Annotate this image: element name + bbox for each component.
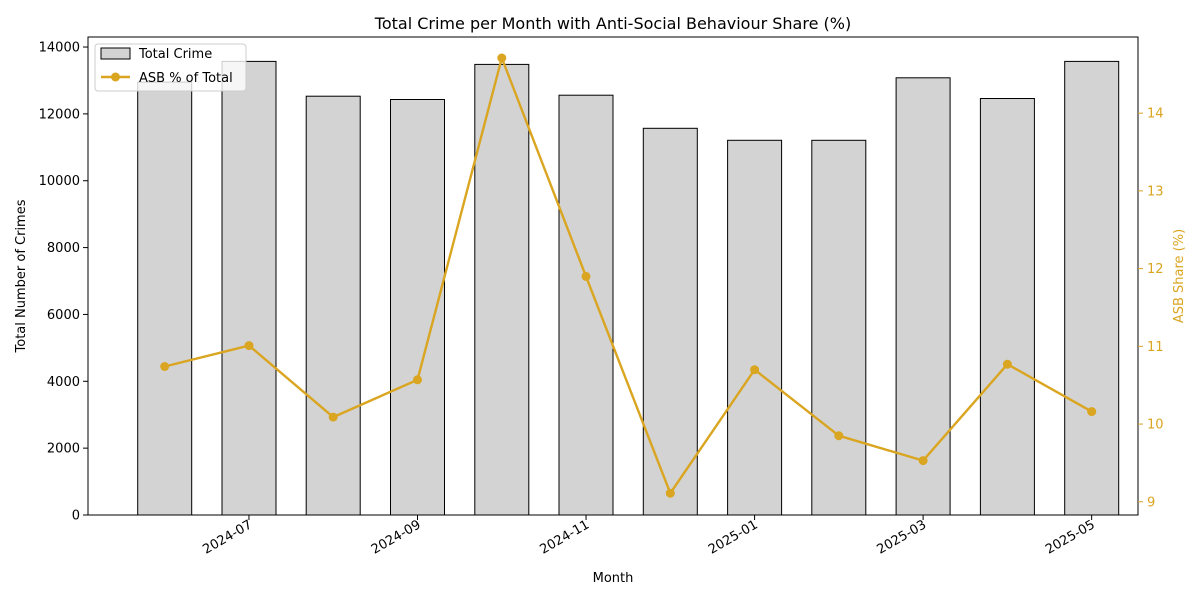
bar-2025-03 [895,77,951,516]
y-axis-left-label: Total Number of Crimes [14,199,29,353]
bar-2024-10 [474,63,530,516]
asb-point-2025-03 [918,456,928,466]
y-left-tick-label: 6000 [47,308,80,323]
asb-share-line [164,56,1093,495]
bar-2025-05 [1064,60,1120,516]
y-axis-right-label: ASB Share (%) [1172,229,1187,323]
asb-point-2025-01 [750,365,760,375]
asb-point-2024-07 [244,341,254,351]
line-layer [160,53,1097,498]
y-right-tick-label: 10 [1147,418,1164,433]
legend-swatch-total-crime [100,47,131,60]
bar-2024-08 [305,95,361,516]
asb-point-2025-05 [1087,407,1097,417]
x-tick-label: 2024-09 [369,517,424,557]
y-right-tick-label: 9 [1147,495,1155,510]
legend-swatch-asb-marker [111,72,120,82]
x-tick-label: 2025-03 [875,517,930,557]
bar-2024-11 [558,94,614,516]
bar-2024-07 [221,60,277,516]
legend-label-asb: ASB % of Total [139,71,233,86]
asb-point-2024-09 [413,375,422,385]
plot-frame [87,36,1139,516]
asb-point-2025-04 [1002,359,1012,369]
asb-point-2024-11 [581,271,591,281]
x-tick-label: 2024-07 [200,517,255,557]
x-tick-label: 2025-01 [706,517,761,557]
bar-2024-12 [642,127,698,516]
y-left-tick-label: 14000 [39,41,80,56]
bar-2025-04 [979,98,1035,516]
legend-box [94,43,247,92]
y-right-tick-label: 14 [1147,107,1164,122]
y-left-tick-label: 8000 [47,241,80,256]
bar-2025-01 [727,139,783,516]
legend: Total Crime ASB % of Total [94,43,247,92]
y-right-tick-label: 11 [1147,340,1164,355]
y-right-tick-label: 12 [1147,262,1164,277]
x-tick-label: 2024-11 [537,517,592,557]
y-left-tick-label: 4000 [47,375,80,390]
bars-layer [137,60,1120,516]
legend-label-total-crime: Total Crime [138,47,212,62]
x-axis-label: Month [593,571,634,586]
y-left-tick-label: 0 [72,509,80,524]
y-left-tick-label: 12000 [39,107,80,122]
asb-point-2024-10 [497,53,507,63]
bar-2024-06 [137,81,193,516]
y-left-tick-label: 2000 [47,442,80,457]
bar-2025-02 [811,139,867,516]
y-right-tick-label: 13 [1147,184,1164,199]
x-tick-label: 2025-05 [1043,517,1098,557]
y-left-tick-label: 10000 [39,174,80,189]
asb-point-2024-08 [328,412,338,422]
asb-point-2024-06 [160,362,170,371]
asb-point-2024-12 [665,488,675,498]
chart-title: Total Crime per Month with Anti-Social B… [374,14,851,33]
asb-point-2025-02 [834,431,844,441]
